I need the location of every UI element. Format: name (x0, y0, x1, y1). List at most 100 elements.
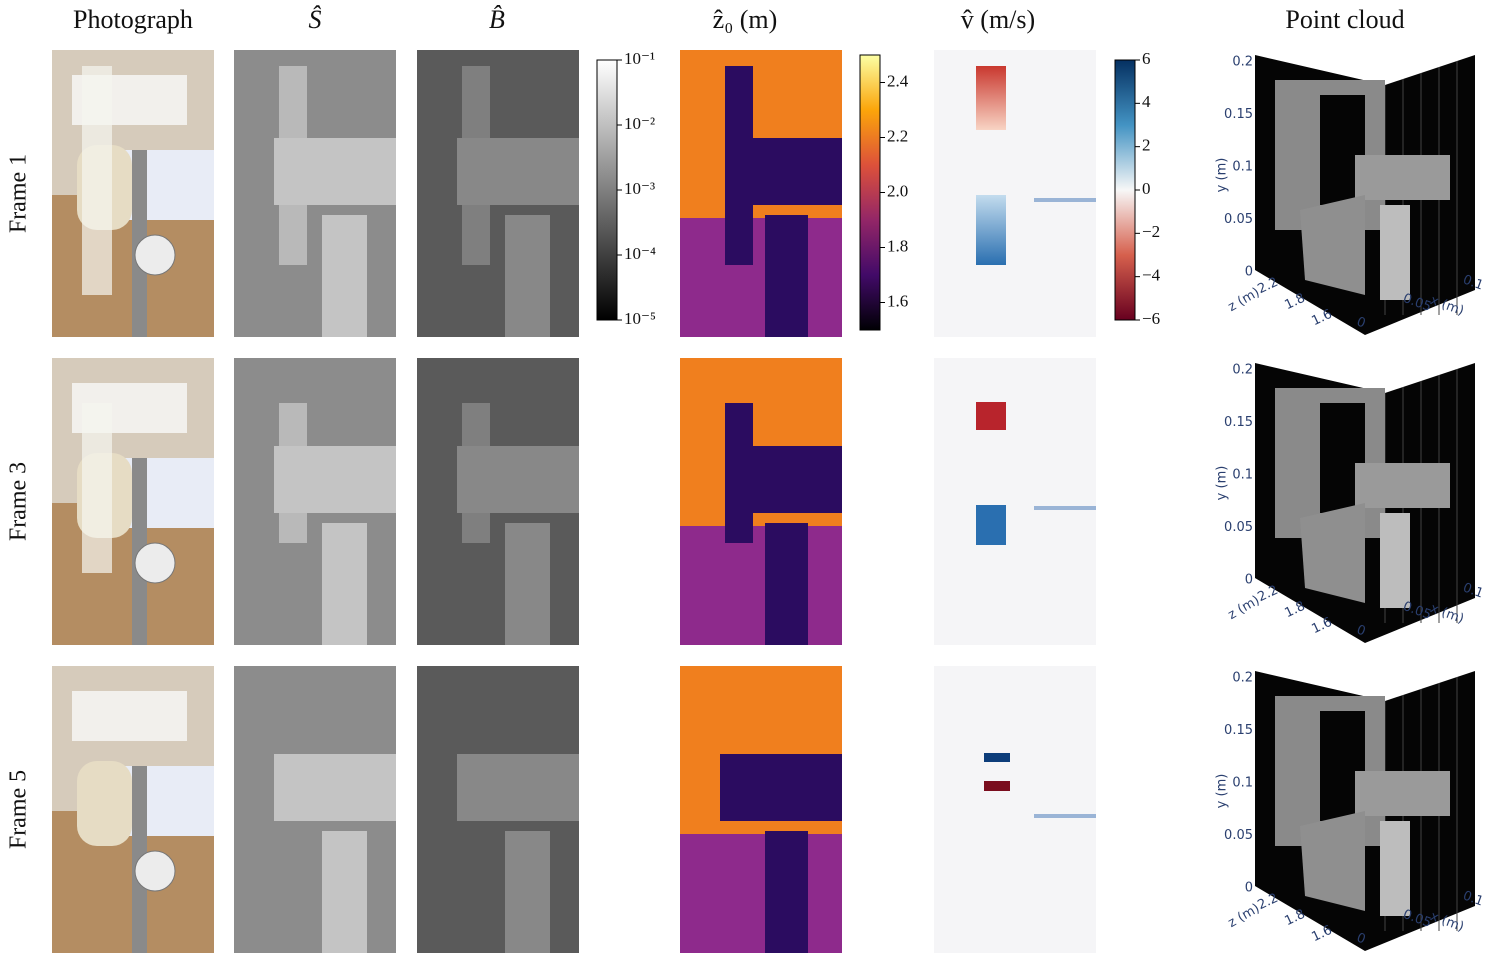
velocity-red (976, 402, 1006, 430)
cloud-floor (1300, 811, 1365, 911)
depth-post (765, 523, 808, 645)
cloud-pipe (1355, 463, 1450, 508)
colorbar-tick-label: 6 (1142, 49, 1151, 68)
y-tick-label: 0.2 (1232, 55, 1253, 70)
velocity-image (934, 666, 1096, 953)
intensity-pipe (457, 754, 579, 821)
y-tick-label: 0.1 (1232, 160, 1253, 175)
intensity-post (322, 523, 367, 645)
depth-pipe (752, 138, 842, 205)
photo-wheel (134, 234, 176, 276)
colorbar (596, 59, 618, 321)
y-tick-label: 0 (1245, 573, 1253, 588)
intensity-fan (462, 403, 490, 543)
photo-hub (77, 761, 132, 846)
intensity-pipe (274, 754, 396, 821)
velocity-red (976, 66, 1006, 130)
cloud-floor (1300, 195, 1365, 295)
colorbar (859, 54, 881, 331)
colorbar-tick-label: 10⁻⁴ (624, 244, 656, 263)
cloud-floor (1300, 503, 1365, 603)
y-tick-label: 0.05 (1224, 520, 1253, 535)
y-tick-label: 0 (1245, 881, 1253, 896)
depth-floor (680, 834, 842, 953)
intensity-post (322, 831, 367, 953)
y-tick-label: 0.05 (1224, 828, 1253, 843)
column-header: Ŝ (309, 5, 322, 34)
velocity-blue (976, 505, 1006, 545)
depth-pipe (750, 446, 842, 513)
intensity-fan (279, 66, 307, 265)
colorbar-tick-label: 4 (1142, 92, 1151, 111)
depth-floor (680, 526, 842, 645)
cloud-post (1380, 205, 1410, 300)
y-tick-label: 0.1 (1232, 468, 1253, 483)
colorbar-tick-label: 0 (1142, 179, 1151, 198)
y-tick-label: 0.05 (1224, 212, 1253, 227)
cloud-pipe (1355, 155, 1450, 200)
y-axis-label: y (m) (1215, 466, 1230, 501)
y-tick-label: 0.15 (1224, 415, 1253, 430)
photo-fan (82, 66, 112, 295)
cloud-post (1380, 513, 1410, 608)
depth-pipe (720, 754, 842, 821)
colorbar-tick-label: 2 (1142, 136, 1151, 155)
colorbar-tick-label: 10⁻⁵ (624, 309, 656, 328)
row-label: Frame 1 (6, 154, 32, 233)
column-header: v̂ (m/s) (961, 5, 1035, 34)
x-tick-label: 0.1 (1461, 580, 1486, 601)
z-axis-label: z (m) (1226, 285, 1263, 315)
colorbar-tick-label: 10⁻³ (624, 179, 655, 198)
colorbar-tick-label: 2.4 (887, 71, 909, 90)
colorbar-tick-label: −4 (1142, 266, 1161, 285)
y-tick-label: 0.15 (1224, 723, 1253, 738)
velocity-blue (976, 195, 1006, 265)
colorbar-tick-label: 1.8 (887, 236, 908, 255)
y-tick-label: 0.15 (1224, 107, 1253, 122)
colorbar-tick-label: 10⁻¹ (624, 49, 655, 68)
cloud-pipe (1355, 771, 1450, 816)
row-label: Frame 3 (6, 462, 32, 541)
z-axis-label: z (m) (1226, 593, 1263, 623)
colorbar (1114, 59, 1136, 321)
velocity-image (934, 50, 1096, 337)
velocity-rod (1034, 814, 1096, 818)
depth-post (765, 215, 808, 337)
y-axis-label: y (m) (1215, 774, 1230, 809)
colorbar-tick-label: 2.0 (887, 181, 908, 200)
x-tick-label: 0.1 (1461, 272, 1486, 293)
x-tick-label: 0.1 (1461, 888, 1486, 909)
y-tick-label: 0.2 (1232, 363, 1253, 378)
photo-sign (72, 691, 187, 741)
intensity-post (505, 523, 550, 645)
colorbar-tick-label: 2.2 (887, 126, 908, 145)
velocity-red (984, 781, 1010, 791)
intensity-post (322, 215, 367, 337)
y-tick-label: 0.2 (1232, 671, 1253, 686)
y-tick-label: 0.1 (1232, 776, 1253, 791)
photo-fan (82, 403, 112, 573)
column-header: Point cloud (1285, 5, 1404, 34)
depth-fan (725, 403, 753, 543)
column-header: Photograph (73, 5, 193, 34)
photo-wheel (134, 542, 176, 584)
colorbar-tick-label: −2 (1142, 222, 1160, 241)
depth-fan (725, 66, 753, 265)
column-header: B̂ (489, 5, 505, 34)
depth-floor (680, 218, 842, 337)
velocity-rod (1034, 506, 1096, 510)
row-label: Frame 5 (6, 770, 32, 849)
z-axis-label: z (m) (1226, 901, 1263, 931)
y-axis-label: y (m) (1215, 158, 1230, 193)
intensity-fan (462, 66, 490, 265)
velocity-rod (1034, 198, 1096, 202)
intensity-post (505, 831, 550, 953)
intensity-post (505, 215, 550, 337)
colorbar-tick-label: −6 (1142, 309, 1160, 328)
y-tick-label: 0 (1245, 265, 1253, 280)
cloud-post (1380, 821, 1410, 916)
colorbar-tick-label: 1.6 (887, 291, 908, 310)
velocity-image (934, 358, 1096, 645)
colorbar-tick-label: 10⁻² (624, 114, 655, 133)
photo-wheel (134, 850, 176, 892)
